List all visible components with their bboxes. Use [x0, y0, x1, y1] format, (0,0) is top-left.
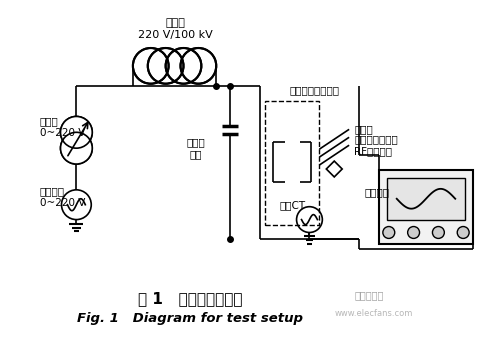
Circle shape	[148, 48, 184, 84]
Text: 高频CT: 高频CT	[280, 200, 306, 210]
Text: 调压器
0~220 V: 调压器 0~220 V	[39, 117, 85, 138]
Circle shape	[408, 226, 419, 238]
Bar	[265, 101, 319, 224]
Circle shape	[432, 226, 444, 238]
Text: 放电点: 放电点	[354, 124, 373, 134]
Bar	[387, 178, 465, 220]
Text: 变压器
220 V/100 kV: 变压器 220 V/100 kV	[138, 18, 213, 40]
Text: 测量仪器: 测量仪器	[364, 187, 389, 197]
Text: www.elecfans.com: www.elecfans.com	[335, 309, 413, 318]
Text: Fig. 1   Diagram for test setup: Fig. 1 Diagram for test setup	[77, 312, 303, 325]
Circle shape	[457, 226, 469, 238]
Text: RF环形天线: RF环形天线	[354, 146, 392, 156]
Circle shape	[133, 48, 169, 84]
Text: 图 1   试验系统示意图: 图 1 试验系统示意图	[138, 292, 243, 306]
Circle shape	[166, 48, 201, 84]
Circle shape	[383, 226, 395, 238]
Text: 电容分
压器: 电容分 压器	[186, 137, 205, 159]
Circle shape	[60, 132, 92, 164]
Circle shape	[181, 48, 216, 84]
Text: 电子发烧友: 电子发烧友	[354, 290, 384, 300]
Text: 开关柜模拟放电腔: 开关柜模拟放电腔	[290, 86, 339, 96]
Circle shape	[60, 116, 92, 148]
Text: 交流电源
0~220 V: 交流电源 0~220 V	[39, 186, 85, 207]
Text: 微分电场传感器: 微分电场传感器	[354, 134, 398, 144]
Bar	[379, 170, 473, 244]
